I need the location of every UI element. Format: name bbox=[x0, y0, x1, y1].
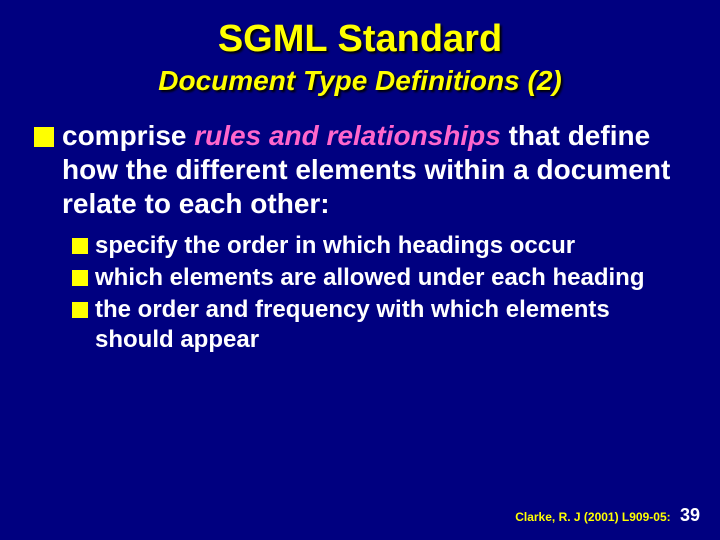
bullet-icon bbox=[72, 270, 88, 286]
slide-subtitle: Document Type Definitions (2) bbox=[30, 65, 690, 97]
footer: Clarke, R. J (2001) L909-05: 39 bbox=[515, 505, 700, 526]
list-item: the order and frequency with which eleme… bbox=[72, 295, 690, 355]
bullet-icon bbox=[72, 302, 88, 318]
main-bullet: comprise rules and relationships that de… bbox=[34, 119, 690, 221]
slide: SGML Standard Document Type Definitions … bbox=[0, 0, 720, 540]
main-emphasis: rules and relationships bbox=[194, 120, 501, 151]
page-number: 39 bbox=[680, 505, 700, 525]
bullet-icon bbox=[72, 238, 88, 254]
list-item: which elements are allowed under each he… bbox=[72, 263, 690, 293]
sub-text: which elements are allowed under each he… bbox=[95, 263, 645, 293]
slide-title: SGML Standard bbox=[30, 18, 690, 61]
list-item: specify the order in which headings occu… bbox=[72, 231, 690, 261]
sub-list: specify the order in which headings occu… bbox=[72, 231, 690, 355]
main-text: comprise rules and relationships that de… bbox=[62, 119, 690, 221]
sub-text: the order and frequency with which eleme… bbox=[95, 295, 690, 355]
sub-text: specify the order in which headings occu… bbox=[95, 231, 575, 261]
footer-citation: Clarke, R. J (2001) L909-05: bbox=[515, 510, 670, 524]
bullet-icon bbox=[34, 127, 54, 147]
main-pre: comprise bbox=[62, 120, 194, 151]
